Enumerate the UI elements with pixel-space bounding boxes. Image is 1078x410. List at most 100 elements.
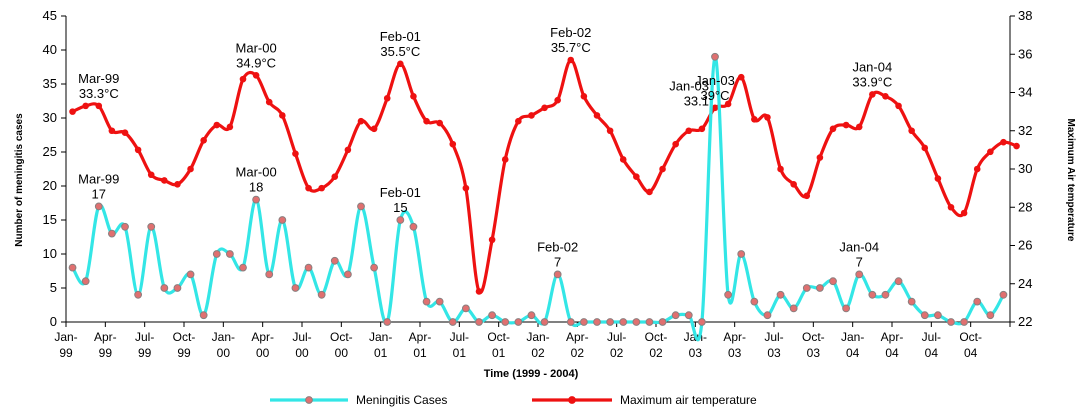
cases-point [213, 251, 220, 258]
cases-point [594, 319, 601, 326]
cases-point [476, 319, 483, 326]
y-tick-label-left: 25 [43, 144, 57, 159]
annotation-label: 7 [856, 254, 863, 269]
cases-point [948, 319, 955, 326]
x-tick-label: 02 [531, 346, 545, 360]
x-tick-label: Oct- [487, 330, 510, 344]
y-tick-label-right: 38 [1018, 8, 1032, 23]
temperature-point [856, 124, 863, 131]
x-tick-label: Jul- [135, 330, 154, 344]
x-tick-label: Apr- [566, 330, 589, 344]
annotation-label: 34.9°C [236, 55, 276, 70]
temperature-point [502, 156, 509, 163]
cases-point [882, 291, 889, 298]
x-tick-label: Oct- [173, 330, 196, 344]
cases-point [423, 298, 430, 305]
temperature-point [803, 192, 810, 199]
cases-point [712, 53, 719, 60]
cases-point [554, 271, 561, 278]
x-tick-label: Apr- [409, 330, 432, 344]
cases-point [226, 251, 233, 258]
cases-point [620, 319, 627, 326]
annotation-label: 35.5°C [380, 44, 420, 59]
temperature-point [843, 122, 850, 129]
cases-point [410, 223, 417, 230]
cases-point [803, 285, 810, 292]
temperature-point [790, 181, 797, 188]
cases-point [738, 251, 745, 258]
temperature-point [541, 105, 548, 112]
x-tick-label: Jan- [841, 330, 864, 344]
cases-point [633, 319, 640, 326]
temperature-point [895, 103, 902, 110]
y-tick-label-right: 36 [1018, 46, 1032, 61]
cases-point [489, 312, 496, 319]
temperature-point [685, 127, 692, 134]
y-tick-label-left: 45 [43, 8, 57, 23]
temperature-point [961, 210, 968, 217]
temperature-point [358, 118, 365, 125]
y-tick-label-left: 0 [50, 314, 57, 329]
temperature-point [974, 166, 981, 173]
temperature-point [227, 124, 234, 131]
annotation-label: 15 [393, 200, 407, 215]
cases-point [580, 319, 587, 326]
x-tick-label: Apr- [881, 330, 904, 344]
temperature-point [436, 120, 443, 127]
x-tick-label: 00 [295, 346, 309, 360]
cases-point [751, 298, 758, 305]
cases-point [82, 278, 89, 285]
annotation-label: 17 [92, 186, 106, 201]
x-tick-label: Jul- [764, 330, 783, 344]
x-tick-label: 00 [335, 346, 349, 360]
x-tick-label: Jul- [292, 330, 311, 344]
temperature-point [240, 76, 247, 83]
temperature-point [659, 166, 666, 173]
y-axis-label-right: Maximum Air temperature [1065, 119, 1076, 242]
temperature-point [699, 126, 706, 133]
y-tick-label-right: 24 [1018, 276, 1032, 291]
x-tick-label: 01 [453, 346, 467, 360]
cases-point [135, 291, 142, 298]
temperature-point [554, 97, 561, 104]
x-tick-label: Apr- [251, 330, 274, 344]
temperature-point [463, 185, 470, 192]
temperature-point [213, 122, 220, 129]
temperature-point [987, 148, 994, 155]
legend-marker [569, 397, 576, 404]
temperature-point [345, 147, 352, 154]
x-tick-label: 04 [964, 346, 978, 360]
temperature-point [476, 288, 483, 295]
x-tick-label: Apr- [723, 330, 746, 344]
legend-label: Maximum air temperature [620, 393, 757, 407]
annotation-label: 33.9°C [852, 74, 892, 89]
temperature-point [82, 103, 89, 110]
x-axis-label: Time (1999 - 2004) [484, 368, 579, 380]
temperature-point [109, 127, 116, 134]
cases-point [305, 264, 312, 271]
x-tick-label: 00 [217, 346, 231, 360]
temperature-point [279, 112, 286, 119]
temperature-point [633, 173, 640, 180]
cases-point [830, 278, 837, 285]
cases-point [869, 291, 876, 298]
y-tick-label-left: 20 [43, 178, 57, 193]
x-tick-label: 03 [807, 346, 821, 360]
cases-point [816, 285, 823, 292]
y-tick-label-right: 34 [1018, 85, 1032, 100]
temperature-point [174, 181, 181, 188]
cases-point [462, 305, 469, 312]
cases-point [449, 319, 456, 326]
cases-point [266, 271, 273, 278]
temperature-point [253, 72, 260, 79]
annotation-label: Jan-03 [669, 79, 709, 94]
y-tick-label-right: 26 [1018, 238, 1032, 253]
temperature-point [187, 166, 194, 173]
annotation-label: 7 [554, 254, 561, 269]
temperature-point [672, 141, 679, 148]
x-tick-label: 04 [885, 346, 899, 360]
x-tick-label: Jul- [450, 330, 469, 344]
x-tick-label: 00 [256, 346, 270, 360]
temperature-point [908, 127, 915, 134]
